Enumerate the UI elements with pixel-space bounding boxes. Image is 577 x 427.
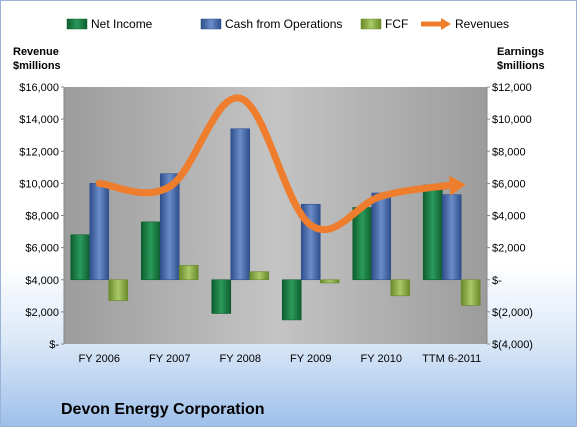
category-label: FY 2009 [290,353,331,365]
left-tick-label: $16,000 [19,82,59,94]
category-label: FY 2008 [220,353,261,365]
right-tick-label: $8,000 [492,146,526,158]
legend: Net Income Cash from Operations FCF Reve… [66,17,509,31]
bar-net-income [211,279,232,314]
bar-net-income [352,207,373,281]
bar-fcf [249,271,270,281]
bar-cash-from-operations [441,194,462,281]
bar-cash-from-operations [159,173,180,281]
right-axis-ticks: $(4,000) $(2,000) $- $2,000 $4,000 $6,000 $8,0… [487,82,533,351]
left-tick-label: $4,000 [25,275,59,287]
right-tick-label: $12,000 [492,82,532,94]
right-tick-label: $(4,000) [492,339,533,351]
left-axis-title-line1: Revenue [13,46,59,58]
right-tick-label: $(2,000) [492,307,533,319]
revenue-line-layer [95,94,466,234]
left-tick-label: $- [49,339,59,351]
left-tick-label: $2,000 [25,307,59,319]
right-tick-label: $2,000 [492,243,526,255]
bar-net-income [422,184,443,281]
legend-swatch-revenues-arrow [441,18,451,30]
left-axis-ticks: $- $2,000 $4,000 $6,000 $8,000 $10,000 $12,000… [19,82,64,351]
right-axis-title-line2: $millions [497,60,545,72]
bar-fcf [390,279,411,297]
legend-label-fcf: FCF [385,17,408,31]
left-axis-title-line2: $millions [13,60,61,72]
bar-net-income [281,279,302,321]
legend-label-cash-from-operations: Cash from Operations [225,17,342,31]
plot-area [64,87,487,344]
chart-title: Devon Energy Corporation [61,401,265,418]
legend-swatch-cash-from-operations [200,18,222,30]
bar-fcf [460,279,481,306]
bar-cash-from-operations [89,183,110,281]
bar-net-income [140,221,161,281]
category-labels: FY 2006 FY 2007 FY 2008 FY 2009 FY 2010 TTM 6… [79,353,482,365]
left-tick-label: $8,000 [25,211,59,223]
left-tick-label: $6,000 [25,243,59,255]
right-tick-label: $6,000 [492,178,526,190]
legend-label-revenues: Revenues [455,17,509,31]
bar-fcf [178,264,199,281]
legend-swatch-fcf [360,18,382,30]
category-label: FY 2006 [79,353,120,365]
left-tick-label: $14,000 [19,114,59,126]
right-axis-title-line1: Earnings [497,46,544,58]
bar-net-income [70,234,91,281]
revenues-line [95,94,456,234]
revenues-line-arrowhead [449,175,466,196]
category-label: FY 2010 [361,353,402,365]
legend-label-net-income: Net Income [91,17,153,31]
legend-swatch-net-income [66,18,88,30]
category-label: TTM 6-2011 [422,353,481,365]
left-tick-label: $12,000 [19,146,59,158]
right-tick-label: $4,000 [492,211,526,223]
bars [70,128,481,321]
left-tick-label: $10,000 [19,178,59,190]
bar-cash-from-operations [371,192,392,281]
right-tick-label: $- [492,275,502,287]
bar-fcf [319,279,340,284]
category-label: FY 2007 [149,353,190,365]
right-tick-label: $10,000 [492,114,532,126]
bar-cash-from-operations [230,128,251,281]
bar-fcf [108,279,129,301]
